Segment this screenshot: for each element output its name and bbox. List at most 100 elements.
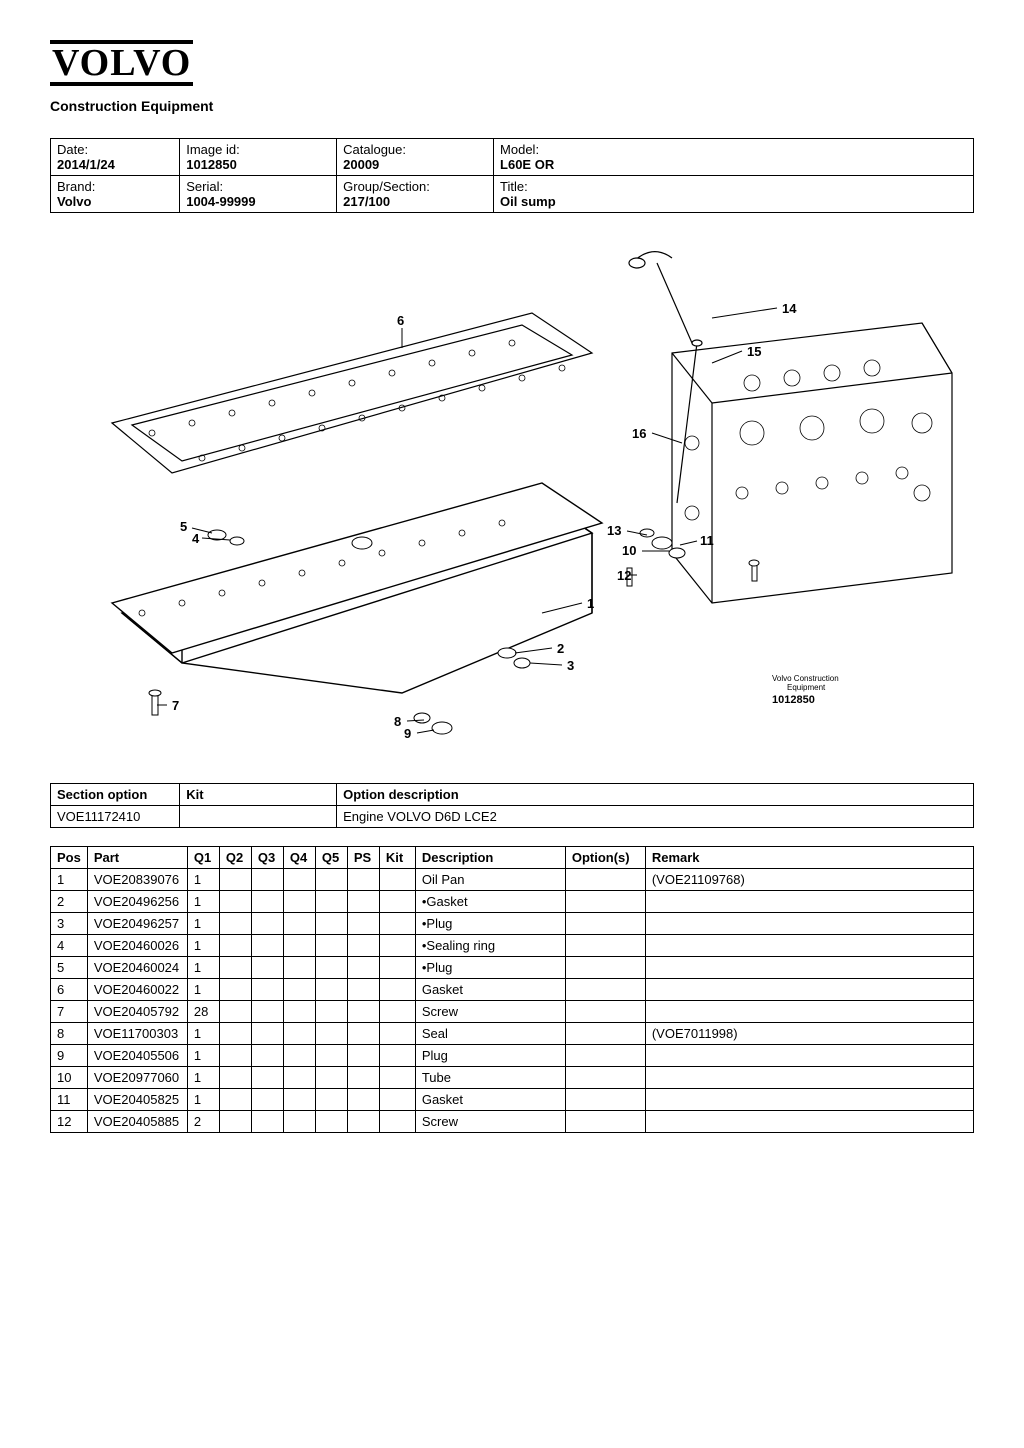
parts-cell-desc: Screw [415, 1001, 565, 1023]
option-cell: Engine VOLVO D6D LCE2 [337, 806, 974, 828]
parts-header: Part [87, 847, 187, 869]
parts-cell-part: VOE20405506 [87, 1045, 187, 1067]
table-row: 3VOE204962571•Plug [51, 913, 974, 935]
parts-cell-q2 [219, 935, 251, 957]
parts-header: Pos [51, 847, 88, 869]
svg-text:7: 7 [172, 698, 179, 713]
parts-cell-q5 [315, 1111, 347, 1133]
svg-text:15: 15 [747, 344, 761, 359]
parts-cell-q4 [283, 913, 315, 935]
parts-cell-q3 [251, 869, 283, 891]
table-row: 5VOE204600241•Plug [51, 957, 974, 979]
parts-cell-q5 [315, 979, 347, 1001]
brand-subtitle: Construction Equipment [50, 98, 974, 114]
parts-cell-opt [565, 913, 645, 935]
parts-cell-ps [347, 1089, 379, 1111]
parts-cell-kit [379, 957, 415, 979]
parts-cell-q2 [219, 869, 251, 891]
parts-cell-part: VOE20460022 [87, 979, 187, 1001]
parts-cell-kit [379, 935, 415, 957]
parts-header: Q4 [283, 847, 315, 869]
parts-cell-desc: Gasket [415, 1089, 565, 1111]
parts-header: Description [415, 847, 565, 869]
parts-table: PosPartQ1Q2Q3Q4Q5PSKitDescriptionOption(… [50, 846, 974, 1133]
parts-cell-q2 [219, 1045, 251, 1067]
svg-text:2: 2 [557, 641, 564, 656]
parts-cell-q1: 1 [187, 979, 219, 1001]
info-cell: Serial:1004-99999 [180, 176, 337, 213]
parts-cell-q5 [315, 913, 347, 935]
parts-header: Q3 [251, 847, 283, 869]
brand-logo: VOLVO [50, 40, 974, 86]
parts-cell-q2 [219, 1111, 251, 1133]
parts-cell-ps [347, 1045, 379, 1067]
parts-cell-pos: 3 [51, 913, 88, 935]
info-cell: Model:L60E OR [494, 139, 974, 176]
parts-cell-opt [565, 979, 645, 1001]
parts-cell-part: VOE20839076 [87, 869, 187, 891]
parts-cell-q3 [251, 891, 283, 913]
parts-cell-remark [645, 1111, 973, 1133]
diagram-brand-line2: Equipment [787, 683, 826, 692]
svg-text:13: 13 [607, 523, 621, 538]
info-table: Date:2014/1/24Image id:1012850Catalogue:… [50, 138, 974, 213]
parts-cell-pos: 12 [51, 1111, 88, 1133]
parts-cell-desc: Screw [415, 1111, 565, 1133]
parts-cell-desc: Seal [415, 1023, 565, 1045]
option-table: Section optionKitOption description VOE1… [50, 783, 974, 828]
svg-text:6: 6 [397, 313, 404, 328]
parts-cell-ps [347, 1001, 379, 1023]
parts-cell-q2 [219, 1067, 251, 1089]
parts-cell-kit [379, 1111, 415, 1133]
parts-cell-pos: 6 [51, 979, 88, 1001]
diagram-brand-line1: Volvo Construction [772, 674, 839, 683]
table-row: 11VOE204058251Gasket [51, 1089, 974, 1111]
parts-cell-remark: (VOE21109768) [645, 869, 973, 891]
parts-cell-q4 [283, 891, 315, 913]
parts-cell-ps [347, 1023, 379, 1045]
option-header: Option description [337, 784, 974, 806]
logo-text: VOLVO [50, 40, 193, 86]
parts-cell-q5 [315, 957, 347, 979]
parts-cell-part: VOE20496256 [87, 891, 187, 913]
parts-cell-ps [347, 913, 379, 935]
parts-cell-opt [565, 869, 645, 891]
parts-cell-kit [379, 1001, 415, 1023]
parts-cell-q2 [219, 891, 251, 913]
svg-text:1: 1 [587, 596, 594, 611]
parts-cell-desc: Oil Pan [415, 869, 565, 891]
parts-cell-q4 [283, 1111, 315, 1133]
table-row: 6VOE204600221Gasket [51, 979, 974, 1001]
svg-text:3: 3 [567, 658, 574, 673]
parts-cell-remark [645, 1045, 973, 1067]
parts-cell-remark [645, 935, 973, 957]
parts-cell-desc: Plug [415, 1045, 565, 1067]
parts-cell-q1: 1 [187, 1045, 219, 1067]
parts-cell-ps [347, 957, 379, 979]
parts-cell-opt [565, 1111, 645, 1133]
table-row: 7VOE2040579228Screw [51, 1001, 974, 1023]
parts-cell-q2 [219, 957, 251, 979]
parts-cell-q1: 1 [187, 891, 219, 913]
diagram-image-id: 1012850 [772, 694, 815, 706]
parts-cell-opt [565, 1067, 645, 1089]
parts-header: Q2 [219, 847, 251, 869]
info-cell: Date:2014/1/24 [51, 139, 180, 176]
table-row: 8VOE117003031Seal(VOE7011998) [51, 1023, 974, 1045]
parts-cell-q4 [283, 957, 315, 979]
parts-cell-remark [645, 979, 973, 1001]
option-cell [180, 806, 337, 828]
parts-cell-kit [379, 1089, 415, 1111]
parts-cell-q3 [251, 1001, 283, 1023]
table-row: 1VOE208390761Oil Pan(VOE21109768) [51, 869, 974, 891]
parts-cell-q4 [283, 869, 315, 891]
parts-cell-kit [379, 1023, 415, 1045]
parts-cell-q2 [219, 913, 251, 935]
parts-cell-remark [645, 957, 973, 979]
parts-cell-q4 [283, 1023, 315, 1045]
parts-cell-part: VOE20496257 [87, 913, 187, 935]
parts-cell-part: VOE20460024 [87, 957, 187, 979]
parts-cell-kit [379, 1067, 415, 1089]
parts-cell-pos: 9 [51, 1045, 88, 1067]
parts-cell-q1: 1 [187, 957, 219, 979]
